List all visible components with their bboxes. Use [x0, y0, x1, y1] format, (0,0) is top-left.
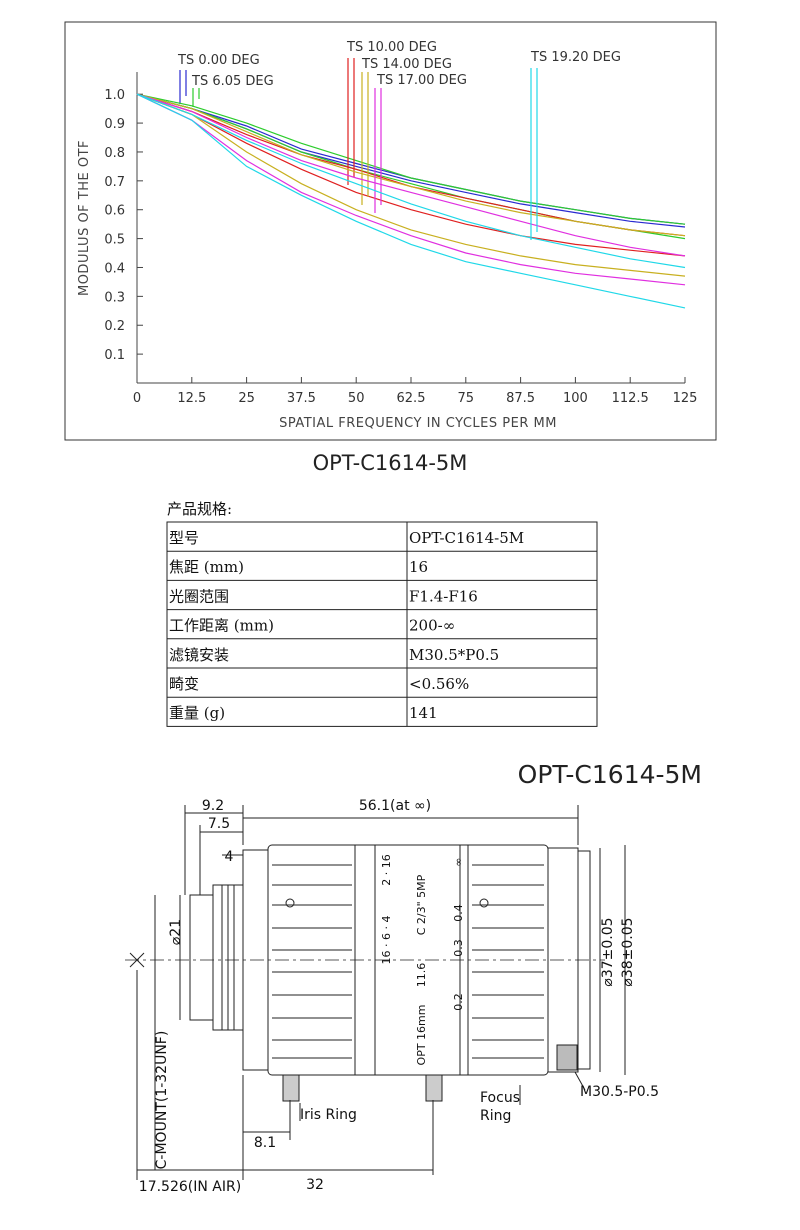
table-cell: F1.4-F16	[409, 587, 478, 605]
filter-label: M30.5-P0.5	[580, 1084, 659, 1100]
dim-label: 9.2	[202, 798, 224, 814]
table-cell: 畸变	[169, 675, 199, 693]
y-tick-label: 0.1	[104, 348, 125, 363]
y-tick-label: 0.3	[104, 290, 125, 305]
x-tick-label: 112.5	[612, 391, 649, 406]
iris-label: Iris Ring	[300, 1107, 357, 1123]
x-axis-label: SPATIAL FREQUENCY IN CYCLES PER MM	[279, 416, 557, 431]
y-axis-label: MODULUS OF THE OTF	[77, 140, 92, 296]
y-tick-label: 0.6	[104, 204, 125, 219]
chart-caption: OPT-C1614-5M	[313, 451, 468, 475]
table-cell: M30.5*P0.5	[409, 646, 499, 664]
table-cell: 焦距 (mm)	[169, 558, 244, 576]
table-title: 产品规格:	[167, 500, 232, 518]
table-cell: 16	[409, 558, 428, 576]
x-tick-label: 25	[238, 391, 255, 406]
y-tick-label: 0.8	[104, 146, 125, 161]
legend-label: TS 19.20 DEG	[530, 50, 621, 65]
x-tick-label: 75	[458, 391, 475, 406]
x-tick-label: 100	[563, 391, 588, 406]
y-tick-label: 0.4	[104, 261, 125, 276]
engraving: 2 · 16	[380, 854, 393, 886]
mtf-line	[136, 93, 686, 309]
focus-label: Focus	[480, 1090, 520, 1106]
engraving: 0.4	[452, 904, 465, 922]
table-cell: 光圈范围	[169, 587, 229, 605]
legend-label: TS 14.00 DEG	[361, 57, 452, 72]
table-border	[166, 521, 598, 727]
mtf-line	[136, 93, 686, 286]
legend-label: TS 17.00 DEG	[376, 73, 467, 88]
dim-label: ⌀38±0.05	[620, 917, 636, 986]
dim-label: 32	[306, 1177, 324, 1193]
x-tick-label: 12.5	[177, 391, 206, 406]
table-cell: 工作距离 (mm)	[169, 617, 274, 635]
dim-label: ⌀37±0.05	[600, 917, 616, 986]
drawing-title: OPT-C1614-5M	[518, 760, 702, 789]
engraving: 0.2	[452, 993, 465, 1011]
mtf-line	[136, 93, 686, 257]
dim-label: ⌀21	[168, 919, 184, 945]
chart-frame	[64, 21, 717, 441]
table-cell: 滤镜安装	[169, 646, 229, 664]
mount-label: C-MOUNT(1-32UNF)	[154, 1031, 170, 1170]
dim-label: 8.1	[254, 1135, 276, 1151]
legend-label: TS 6.05 DEG	[191, 74, 274, 89]
mtf-line	[136, 93, 686, 257]
dim-label: 7.5	[208, 816, 230, 832]
mtf-line	[136, 93, 686, 269]
x-tick-label: 62.5	[397, 391, 426, 406]
engraving: OPT 16mm	[415, 1005, 428, 1066]
x-tick-label: 87.5	[506, 391, 535, 406]
x-tick-label: 50	[348, 391, 365, 406]
focus-label: Ring	[480, 1108, 511, 1124]
y-tick-label: 1.0	[104, 88, 125, 103]
x-tick-label: 0	[133, 391, 141, 406]
table-cell: 重量 (g)	[169, 704, 225, 722]
table-cell: 200-∞	[409, 617, 455, 635]
legend-label: TS 10.00 DEG	[346, 40, 437, 55]
y-tick-label: 0.7	[104, 175, 125, 190]
legend-label: TS 0.00 DEG	[177, 53, 260, 68]
y-tick-label: 0.2	[104, 319, 125, 334]
y-tick-label: 0.9	[104, 117, 125, 132]
table-cell: OPT-C1614-5M	[409, 529, 524, 547]
engraving: 11.6	[415, 963, 428, 988]
table-cell: <0.56%	[409, 675, 469, 693]
dim-label: 56.1(at ∞)	[359, 798, 431, 814]
x-tick-label: 37.5	[287, 391, 316, 406]
lens-drawing: OPT-C1614-5M 9.2 7.5 4 56.1(at ∞) ⌀21	[125, 760, 702, 1195]
engraving: 16 · 6 · 4	[380, 916, 393, 965]
mtf-line	[136, 93, 686, 225]
mtf-line	[136, 93, 686, 225]
dim-label: 17.526(IN AIR)	[139, 1179, 241, 1195]
spec-table: 型号 OPT-C1614-5M 焦距 (mm) 16 光圈范围 F1.4-F16 工作距离 …	[166, 521, 598, 727]
engraving: C 2/3" 5MP	[415, 874, 428, 935]
engraving: 0.3	[452, 939, 465, 957]
mtf-line	[136, 93, 686, 237]
table-cell: 型号	[169, 529, 199, 547]
dim-label: 4	[225, 849, 234, 865]
x-tick-label: 125	[673, 391, 698, 406]
y-tick-label: 0.5	[104, 233, 125, 248]
mtf-line	[136, 93, 686, 277]
table-cell: 141	[409, 704, 438, 722]
engraving: ∞	[452, 857, 465, 866]
